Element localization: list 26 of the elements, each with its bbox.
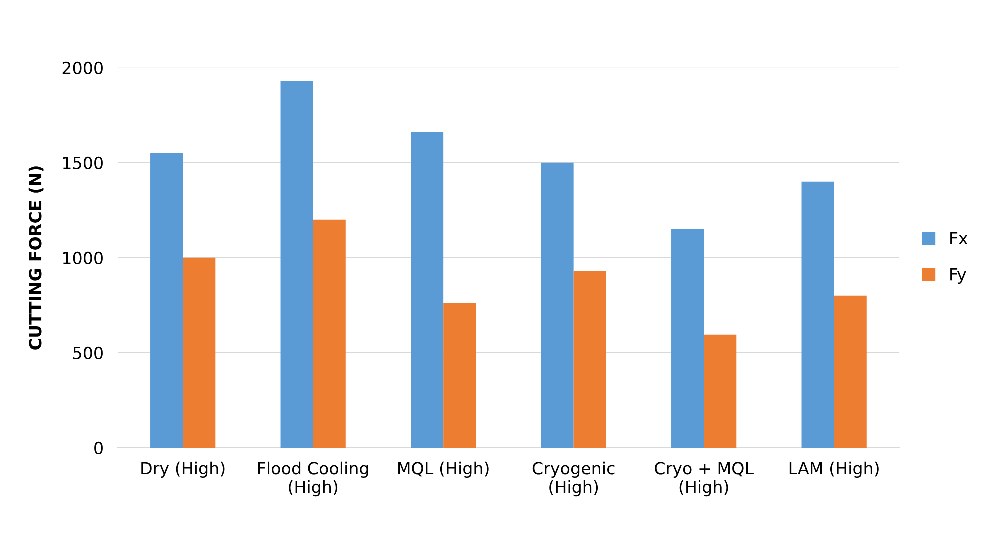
x-tick-label: Cryogenic (High) xyxy=(532,462,615,497)
y-axis-title: CUTTING FORCE (N) xyxy=(28,166,44,350)
bar xyxy=(704,334,737,448)
x-tick-label: Dry (High) xyxy=(142,462,225,478)
bar xyxy=(280,81,314,448)
bar xyxy=(574,271,606,448)
x-tick-label: MQL (High) xyxy=(398,462,489,478)
legend-label: Fy xyxy=(950,268,966,284)
bar xyxy=(183,258,216,448)
y-tick-label: 500 xyxy=(74,346,103,360)
bar xyxy=(834,296,867,448)
bar xyxy=(411,132,444,448)
x-tick-label: Cryo + MQL (High) xyxy=(655,462,754,497)
bar xyxy=(150,153,184,448)
bar xyxy=(313,220,346,448)
x-tick-label: Flood Cooling (High) xyxy=(258,462,368,497)
bar xyxy=(444,304,476,448)
y-tick-label: 1000 xyxy=(63,252,103,264)
x-tick-label: LAM (High) xyxy=(790,462,879,478)
y-tick-label: 2000 xyxy=(62,62,103,74)
y-tick-label: 0 xyxy=(94,442,103,455)
bar xyxy=(672,229,704,448)
bar xyxy=(541,162,574,448)
bar xyxy=(802,182,834,448)
y-tick-label: 1500 xyxy=(63,156,103,170)
legend-label: Fx xyxy=(950,232,968,244)
